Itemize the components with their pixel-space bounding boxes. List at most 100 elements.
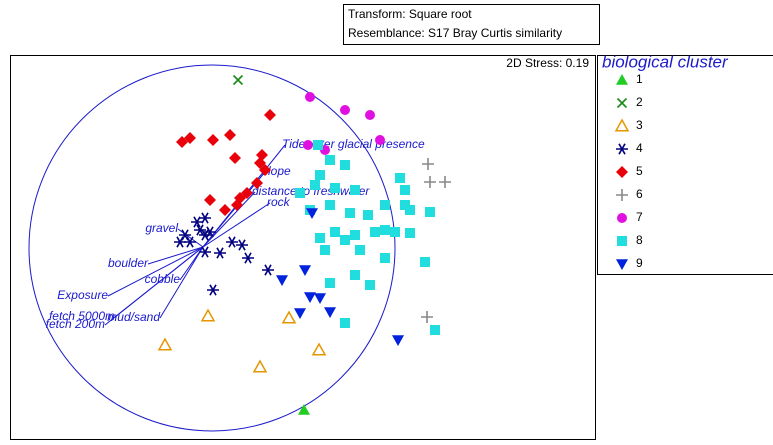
vector-label: Exposure — [57, 288, 108, 302]
point — [199, 246, 211, 258]
resemblance-label: Resemblance: S17 Bray Curtis similarity — [348, 26, 562, 40]
info-box — [343, 4, 600, 45]
point — [305, 92, 315, 102]
point — [350, 270, 360, 280]
point — [340, 318, 350, 328]
point — [226, 236, 238, 248]
point — [400, 185, 410, 195]
point — [276, 275, 288, 286]
point — [350, 230, 360, 240]
vector-label: mud/sand — [107, 310, 160, 324]
point — [421, 311, 433, 323]
point — [264, 109, 276, 121]
vector — [104, 246, 204, 326]
point — [330, 183, 340, 193]
point — [390, 227, 400, 237]
legend-symbol — [616, 74, 628, 85]
plot-frame — [10, 55, 596, 440]
legend-label: 5 — [636, 164, 643, 178]
point — [232, 74, 244, 86]
point — [314, 293, 326, 304]
point — [325, 278, 335, 288]
point — [350, 185, 360, 195]
vector-label: distance to freshwater — [252, 184, 370, 198]
legend-label: 7 — [636, 210, 643, 224]
point — [252, 359, 268, 373]
point — [299, 265, 311, 276]
point — [365, 280, 375, 290]
legend-label: 3 — [636, 118, 643, 132]
point — [224, 129, 236, 141]
point — [294, 308, 306, 319]
legend-label: 9 — [636, 256, 643, 270]
vector — [177, 228, 204, 248]
legend-symbol — [617, 213, 627, 223]
legend-symbol — [614, 118, 630, 132]
point — [330, 227, 340, 237]
vector-label: fetch 5000m — [49, 309, 115, 323]
point — [219, 204, 231, 216]
point — [325, 155, 335, 165]
point — [254, 157, 266, 169]
legend-symbol — [616, 143, 628, 155]
point — [298, 404, 310, 415]
legend-symbol — [616, 166, 628, 178]
legend-label: 2 — [636, 95, 643, 109]
point — [363, 210, 373, 220]
legend-title: biological cluster — [602, 52, 729, 71]
point — [380, 200, 390, 210]
point — [306, 208, 318, 219]
point — [380, 253, 390, 263]
point — [395, 173, 405, 183]
point — [430, 325, 440, 335]
point — [345, 208, 355, 218]
point — [313, 140, 323, 150]
point — [315, 170, 325, 180]
point — [325, 200, 335, 210]
vector — [202, 202, 271, 248]
vector-label: boulder — [108, 256, 149, 270]
legend-symbol — [616, 189, 628, 201]
vector — [159, 246, 204, 319]
transform-label: Transform: Square root — [348, 7, 472, 21]
point — [204, 226, 216, 238]
point — [207, 284, 219, 296]
point — [262, 264, 274, 276]
point — [236, 239, 248, 251]
point — [304, 292, 316, 303]
point — [214, 247, 226, 259]
point — [229, 152, 241, 164]
vector-label: rock — [267, 195, 291, 209]
point — [370, 227, 380, 237]
point — [400, 200, 410, 210]
legend-label: 1 — [636, 72, 643, 86]
legend-label: 4 — [636, 141, 643, 155]
point — [179, 229, 191, 241]
correlation-circle — [28, 64, 396, 432]
point — [311, 342, 327, 356]
point — [320, 245, 330, 255]
vector-label: slope — [262, 164, 291, 178]
point — [310, 180, 320, 190]
point — [355, 245, 365, 255]
legend-symbol — [616, 97, 628, 109]
point — [184, 236, 196, 248]
vector — [202, 191, 256, 248]
vector — [147, 246, 204, 265]
point — [425, 207, 435, 217]
point — [251, 177, 263, 189]
legend-symbol — [616, 259, 628, 270]
point — [157, 337, 173, 351]
legend-label: 8 — [636, 233, 643, 247]
point — [204, 194, 216, 206]
point — [380, 225, 390, 235]
point — [199, 212, 211, 224]
point — [303, 140, 313, 150]
point — [242, 252, 254, 264]
point — [439, 176, 451, 188]
point — [340, 160, 350, 170]
legend-label: 6 — [636, 187, 643, 201]
point — [340, 235, 350, 245]
point — [324, 307, 336, 318]
stress-label: 2D Stress: 0.19 — [506, 56, 589, 70]
